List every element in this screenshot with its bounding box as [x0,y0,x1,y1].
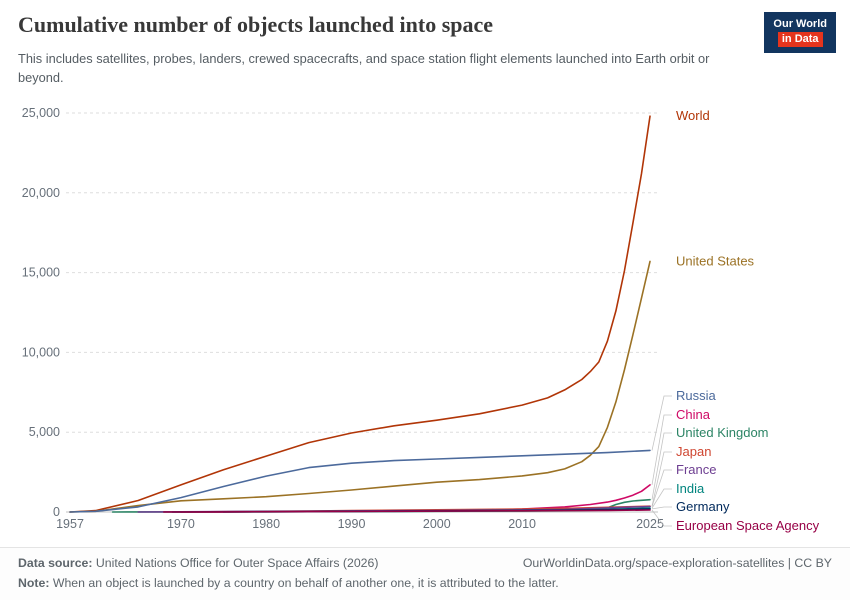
data-source-label: Data source: [18,556,93,570]
x-tick-label: 2025 [636,517,664,531]
y-tick-label: 25,000 [22,106,60,120]
series-label-china: China [676,407,711,422]
series-line-united-states [69,260,651,513]
y-tick-label: 5,000 [29,425,60,439]
line-chart-canvas: 0 5,000 10,000 15,000 20,000 25,000 1957 1970 19… [22,106,820,533]
data-source: Data source: United Nations Office for O… [18,556,378,570]
x-tick-label: 1957 [56,517,84,531]
label-connector [651,395,672,451]
note-text: When an object is launched by a country … [52,576,559,590]
series-line-world [69,115,651,513]
y-tick-label: 15,000 [22,266,60,280]
series-label-russia: Russia [676,388,717,403]
series-label-united-states: United States [676,253,755,268]
chart-subtitle: This includes satellites, probes, lander… [18,51,710,85]
series-line-european-space-agency [163,509,651,513]
note-label: Note: [18,576,50,590]
x-tick-label: 1970 [167,517,195,531]
label-connector [651,506,672,510]
y-tick-label: 20,000 [22,186,60,200]
chart-note: Note: When an object is launched by a co… [18,576,832,590]
owid-logo-line2: in Data [777,32,823,47]
chart-footer: Data source: United Nations Office for O… [0,547,850,600]
label-connector [651,469,672,507]
x-tick-label: 1990 [338,517,366,531]
series-label-germany: Germany [676,499,730,514]
series-label-european-space-agency: European Space Agency [676,518,820,533]
footer-link[interactable]: OurWorldinData.org/space-exploration-sat… [522,556,832,570]
series-label-united-kingdom: United Kingdom [676,425,769,440]
series-label-world: World [676,108,710,123]
label-connector [651,451,672,507]
data-source-text: United Nations Office for Outer Space Af… [95,556,379,570]
chart-title: Cumulative number of objects launched in… [18,12,494,37]
label-connector [651,432,672,500]
series-label-india: India [676,481,705,496]
x-tick-label: 2000 [423,517,451,531]
label-connector [651,509,672,527]
series-label-france: France [676,462,716,477]
owid-logo[interactable]: Our World in Data [764,12,836,53]
series-line-russia [69,449,651,513]
x-tick-label: 1980 [252,517,280,531]
label-connector [651,488,672,509]
y-tick-label: 10,000 [22,345,60,359]
series-label-japan: Japan [676,444,711,459]
owid-logo-line1: Our World [773,18,827,30]
x-tick-label: 2010 [508,517,536,531]
label-connector [651,414,672,485]
y-tick-label: 0 [53,505,60,519]
